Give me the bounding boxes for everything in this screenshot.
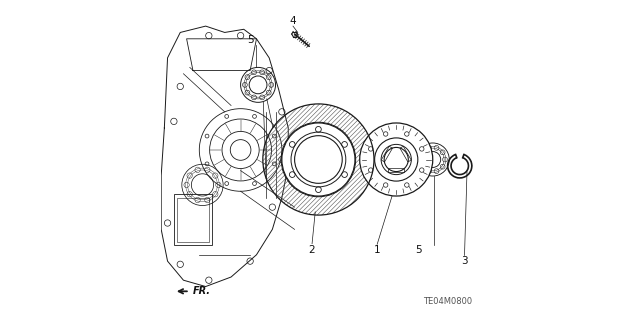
Text: FR.: FR. [193,286,211,296]
Text: 2: 2 [308,245,316,255]
Text: TE04M0800: TE04M0800 [423,297,472,306]
Circle shape [360,123,433,196]
Text: 3: 3 [461,256,468,266]
Text: 5: 5 [415,245,422,255]
Bar [174,195,212,245]
Bar [177,197,209,242]
Circle shape [282,123,355,196]
Text: 5: 5 [247,35,253,45]
Text: 4: 4 [290,16,296,26]
Text: 1: 1 [374,245,381,255]
